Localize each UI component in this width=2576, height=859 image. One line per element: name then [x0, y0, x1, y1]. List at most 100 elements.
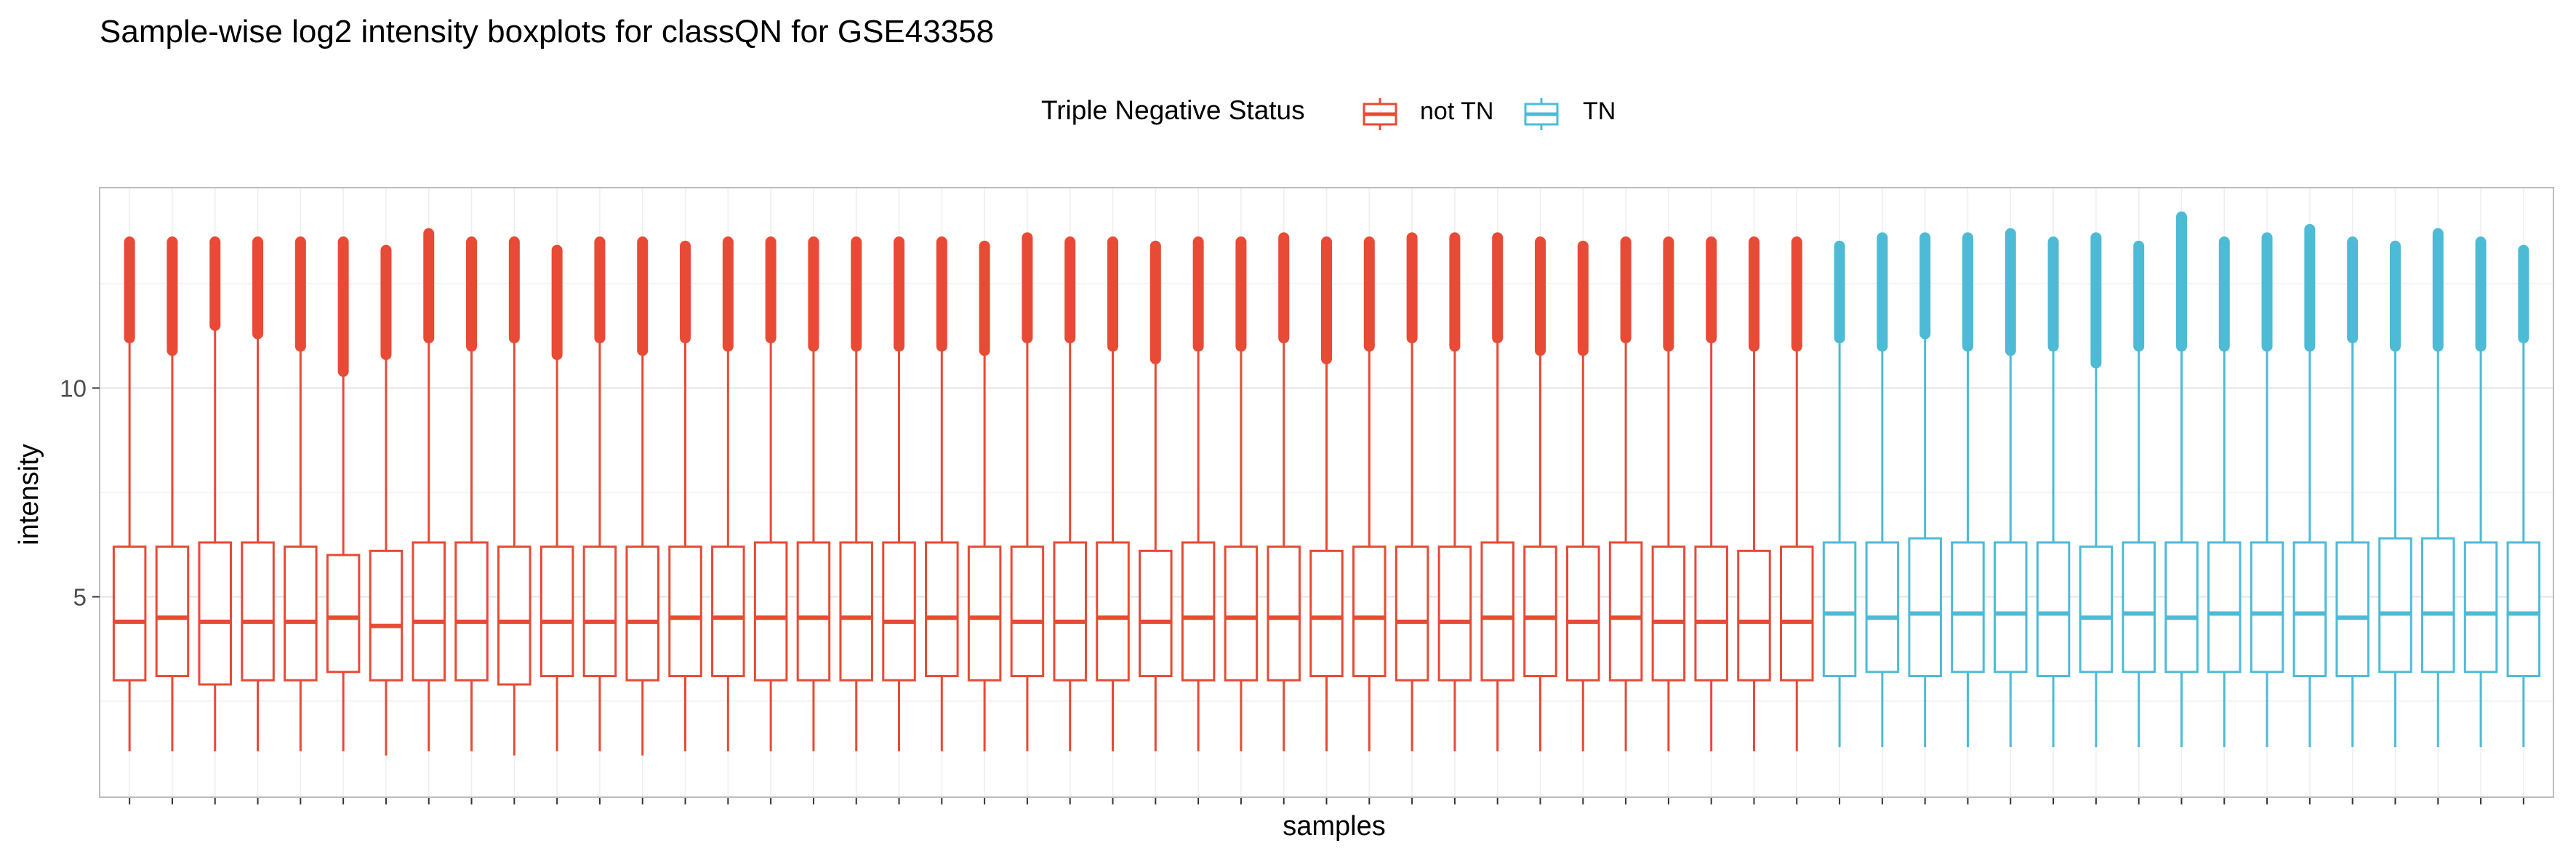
- iqr-box: [155, 546, 190, 678]
- box-sample: [241, 236, 275, 804]
- box-sample: [369, 244, 404, 804]
- iqr-box: [1224, 546, 1259, 682]
- box-sample: [412, 228, 446, 804]
- iqr-box: [326, 554, 361, 674]
- box-sample: [2164, 211, 2199, 804]
- box-sample: [326, 236, 361, 804]
- iqr-box: [1053, 541, 1087, 682]
- box-sample: [2335, 236, 2370, 804]
- box-sample: [1309, 236, 1344, 804]
- iqr-box: [1737, 549, 1771, 682]
- box-sample: [2420, 228, 2455, 804]
- y-tick-label: 10: [60, 375, 87, 402]
- box-sample: [1480, 232, 1514, 804]
- box-sample: [1780, 236, 1814, 804]
- box-sample: [1908, 232, 1942, 804]
- legend-label-not-tn: not TN: [1420, 97, 1493, 125]
- box-sample: [1608, 236, 1643, 804]
- box-sample: [497, 236, 531, 804]
- box-sample: [539, 244, 574, 804]
- box-sample: [1096, 236, 1130, 804]
- box-sample: [668, 240, 702, 804]
- iqr-box: [1395, 546, 1429, 682]
- iqr-box: [369, 549, 404, 682]
- box-sample: [711, 236, 745, 804]
- iqr-box: [241, 541, 275, 682]
- iqr-box: [1780, 546, 1814, 682]
- iqr-box: [2079, 546, 2114, 674]
- box-sample: [882, 236, 916, 804]
- box-sample: [1694, 236, 1728, 804]
- legend-key-not-tn: [1363, 98, 1397, 130]
- box-sample: [582, 236, 617, 804]
- iqr-box: [1010, 546, 1045, 678]
- iqr-box: [1865, 541, 1900, 674]
- box-sample: [1822, 240, 1857, 804]
- box-sample: [112, 236, 147, 804]
- iqr-box: [1951, 541, 1985, 674]
- iqr-box: [1566, 546, 1600, 682]
- iqr-box: [1994, 541, 2028, 674]
- box-sample: [1951, 232, 1985, 804]
- boxes: [112, 211, 2541, 804]
- box-sample: [454, 236, 489, 804]
- y-axis-ticks: 5 10: [60, 375, 100, 610]
- legend-key-tn: [1524, 98, 1559, 130]
- box-sample: [2378, 240, 2412, 804]
- box-sample: [1865, 232, 1900, 804]
- iqr-box: [1181, 541, 1216, 682]
- box-sample: [2292, 223, 2327, 804]
- box-sample: [1181, 236, 1216, 804]
- iqr-box: [2164, 541, 2199, 674]
- chart-title: Sample-wise log2 intensity boxplots for …: [100, 14, 994, 49]
- iqr-box: [2420, 537, 2455, 674]
- iqr-box: [454, 541, 489, 682]
- iqr-box: [2378, 537, 2412, 674]
- iqr-box: [1651, 546, 1686, 682]
- iqr-box: [2207, 541, 2242, 674]
- legend: Triple Negative Status not TN TN: [1041, 95, 1616, 130]
- box-sample: [753, 236, 788, 804]
- box-sample: [1395, 232, 1429, 804]
- box-sample: [1994, 228, 2028, 804]
- box-sample: [2250, 232, 2284, 804]
- iqr-box: [2250, 541, 2284, 674]
- iqr-box: [2292, 541, 2327, 678]
- iqr-box: [1908, 537, 1942, 678]
- iqr-box: [1096, 541, 1130, 682]
- iqr-box: [2122, 541, 2156, 674]
- box-sample: [1010, 232, 1045, 804]
- iqr-box: [625, 546, 659, 682]
- iqr-box: [497, 546, 531, 686]
- box-sample: [1523, 236, 1557, 804]
- y-axis-label: intensity: [14, 444, 44, 545]
- iqr-box: [882, 541, 916, 682]
- y-tick-label: 5: [73, 583, 87, 610]
- box-sample: [2506, 244, 2541, 804]
- box-sample: [1053, 236, 1087, 804]
- box-sample: [1566, 240, 1600, 804]
- iqr-box: [668, 546, 702, 678]
- x-axis-label: samples: [1283, 811, 1386, 842]
- iqr-box: [1437, 546, 1472, 682]
- box-sample: [198, 236, 233, 804]
- box-sample: [1352, 236, 1387, 804]
- box-sample: [1139, 240, 1173, 804]
- iqr-box: [1309, 549, 1344, 678]
- box-sample: [1651, 236, 1686, 804]
- box-sample: [796, 236, 831, 804]
- box-sample: [2463, 236, 2498, 804]
- iqr-box: [925, 541, 959, 678]
- box-sample: [925, 236, 959, 804]
- iqr-box: [1694, 546, 1728, 682]
- plot-panel-border: [99, 187, 2554, 798]
- iqr-box: [2036, 541, 2071, 678]
- iqr-box: [1822, 541, 1857, 678]
- box-sample: [284, 236, 318, 804]
- iqr-box: [1523, 546, 1557, 678]
- iqr-box: [1139, 549, 1173, 678]
- box-sample: [625, 236, 659, 804]
- iqr-box: [1480, 541, 1514, 682]
- box-sample: [2207, 236, 2242, 804]
